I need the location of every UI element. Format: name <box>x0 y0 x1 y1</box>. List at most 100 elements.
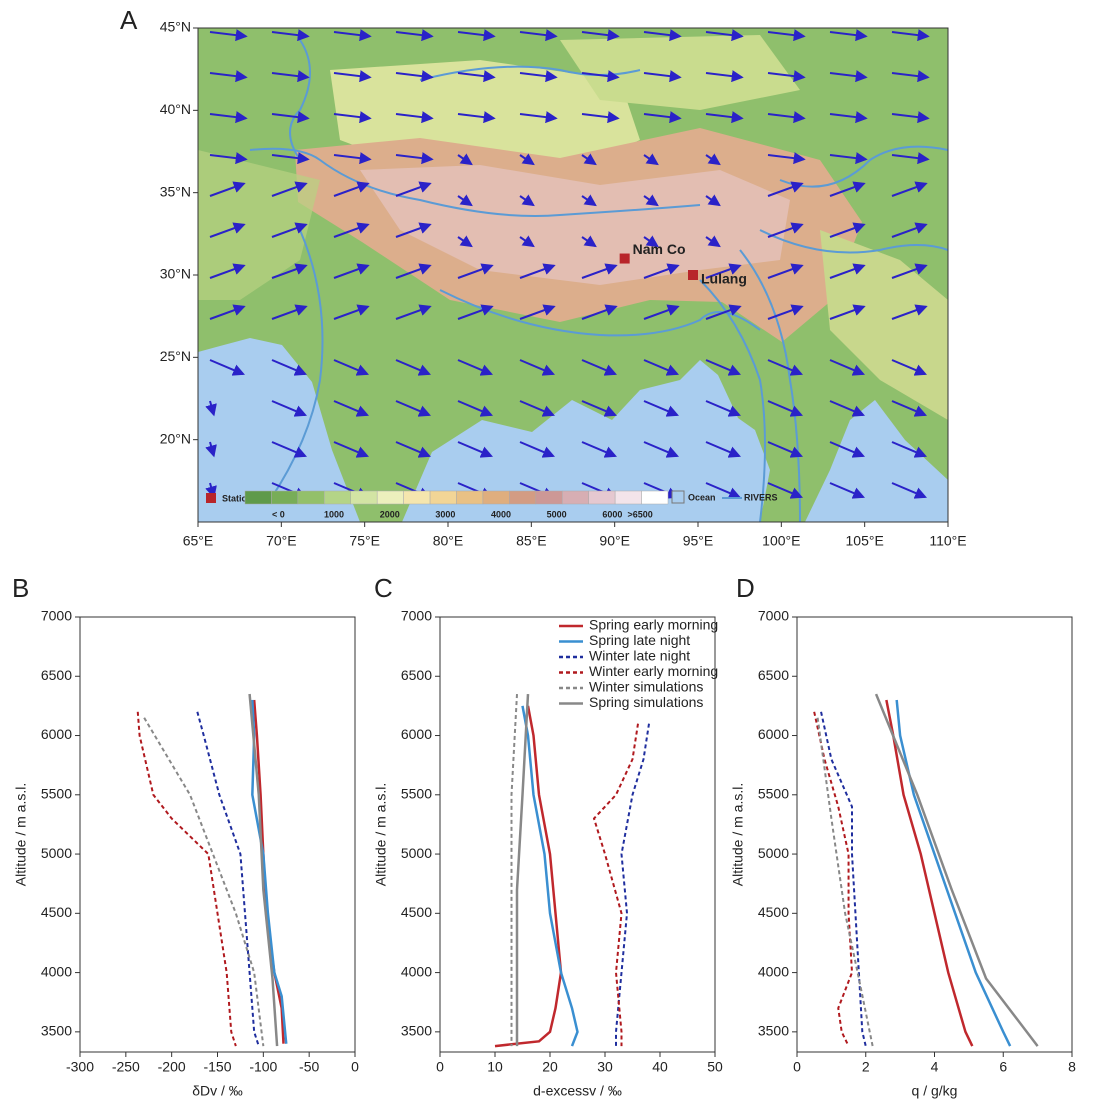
series-line <box>895 699 1012 1047</box>
colorbar-cell <box>271 490 299 505</box>
wind-arrow <box>457 70 496 83</box>
colorbar-cell <box>535 490 563 505</box>
wind-arrow <box>705 194 721 207</box>
colorbar-label: < 0 <box>272 509 285 519</box>
wind-arrow <box>395 152 434 165</box>
wind-arrow <box>829 263 866 279</box>
series-line <box>820 711 867 1047</box>
wind-arrow <box>581 153 597 166</box>
wind-arrow <box>767 304 804 320</box>
wind-arrow <box>581 235 597 248</box>
wind-arrow <box>271 70 310 83</box>
wind-arrow <box>767 29 806 42</box>
wind-arrow <box>581 400 618 417</box>
y-tick-label: 3500 <box>41 1023 72 1039</box>
x-tick-label: -100 <box>249 1059 277 1075</box>
wind-arrow <box>891 400 928 417</box>
wind-arrow <box>395 359 432 376</box>
plot-frame <box>439 616 716 1053</box>
x-tick-label: -250 <box>112 1059 140 1075</box>
wind-arrow <box>705 70 744 83</box>
wind-arrow <box>705 29 744 42</box>
wind-arrow <box>643 29 682 42</box>
colorbar-label: 5000 <box>547 509 567 519</box>
wind-arrow <box>457 111 496 124</box>
wind-arrow <box>891 359 928 376</box>
wind-arrow <box>643 304 680 320</box>
y-tick-label: 6500 <box>758 667 789 683</box>
wind-arrow <box>209 222 246 238</box>
wind-arrow <box>643 111 682 124</box>
y-tick-label: 5000 <box>758 845 789 861</box>
wind-arrow <box>643 194 659 207</box>
colorbar-label: 3000 <box>435 509 455 519</box>
plot-frame <box>79 616 356 1053</box>
y-tick-label: 5500 <box>41 785 72 801</box>
wind-arrow <box>767 181 804 197</box>
legend-label: Winter late night <box>589 648 690 664</box>
y-tick-label: 5500 <box>401 785 432 801</box>
wind-arrow <box>767 222 804 238</box>
wind-field <box>205 29 930 499</box>
wind-arrow <box>705 263 742 279</box>
x-tick-label: -300 <box>66 1059 94 1075</box>
y-tick-label: 6500 <box>401 667 432 683</box>
wind-arrow <box>891 441 928 458</box>
legend-label: Winter simulations <box>589 679 703 695</box>
wind-arrow <box>333 111 372 124</box>
wind-arrow <box>705 304 742 320</box>
y-tick-label: 25°N <box>160 348 191 364</box>
colorbar-cell <box>588 490 616 505</box>
wind-arrow <box>705 482 742 499</box>
y-tick-label: 6000 <box>41 726 72 742</box>
y-tick-label: 30°N <box>160 266 191 282</box>
wind-arrow <box>209 181 246 197</box>
y-axis-title: Altitude / m a.s.l. <box>13 783 29 886</box>
wind-arrow <box>271 263 308 279</box>
x-tick-label: 2 <box>862 1059 870 1075</box>
wind-arrow <box>519 194 535 207</box>
wind-arrow <box>333 359 370 376</box>
wind-arrow <box>333 152 372 165</box>
station-marker <box>688 270 698 280</box>
wind-arrow <box>457 359 494 376</box>
legend-label: Spring late night <box>589 632 690 648</box>
wind-arrow <box>271 359 308 376</box>
wind-arrow <box>581 29 620 42</box>
colorbar-cell <box>482 490 510 505</box>
wind-arrow <box>271 222 308 238</box>
wind-arrow <box>457 304 494 320</box>
wind-arrow <box>829 400 866 417</box>
wind-arrow <box>205 441 217 458</box>
wind-arrow <box>891 152 930 165</box>
wind-arrow <box>519 400 556 417</box>
wind-arrow <box>271 400 308 417</box>
x-tick-label: 65°E <box>183 533 214 549</box>
wind-arrow <box>333 181 370 197</box>
station-marker <box>619 253 630 264</box>
wind-arrow <box>395 400 432 417</box>
ocean-swatch <box>671 490 685 504</box>
wind-arrow <box>271 152 310 165</box>
wind-arrow <box>705 400 742 417</box>
wind-arrow <box>519 263 556 279</box>
wind-arrow <box>767 70 806 83</box>
wind-arrow <box>829 111 868 124</box>
wind-arrow <box>643 153 659 166</box>
colorbar-cell <box>376 490 404 505</box>
y-axis-title: Altitude / m a.s.l. <box>730 783 746 886</box>
colorbar-cell <box>562 490 589 505</box>
panel-label: A <box>120 5 138 35</box>
colorbar-label: 4000 <box>491 509 511 519</box>
wind-arrow <box>333 222 370 238</box>
y-tick-label: 4000 <box>758 963 789 979</box>
wind-arrow <box>457 29 496 42</box>
x-tick-label: 100°E <box>762 533 800 549</box>
y-tick-label: 7000 <box>41 608 72 624</box>
wind-arrow <box>767 111 806 124</box>
x-axis-title: δDv / ‰ <box>192 1083 243 1099</box>
wind-arrow <box>395 304 432 320</box>
y-tick-label: 4500 <box>758 904 789 920</box>
wind-arrow <box>643 441 680 458</box>
y-tick-label: 45°N <box>160 19 191 35</box>
